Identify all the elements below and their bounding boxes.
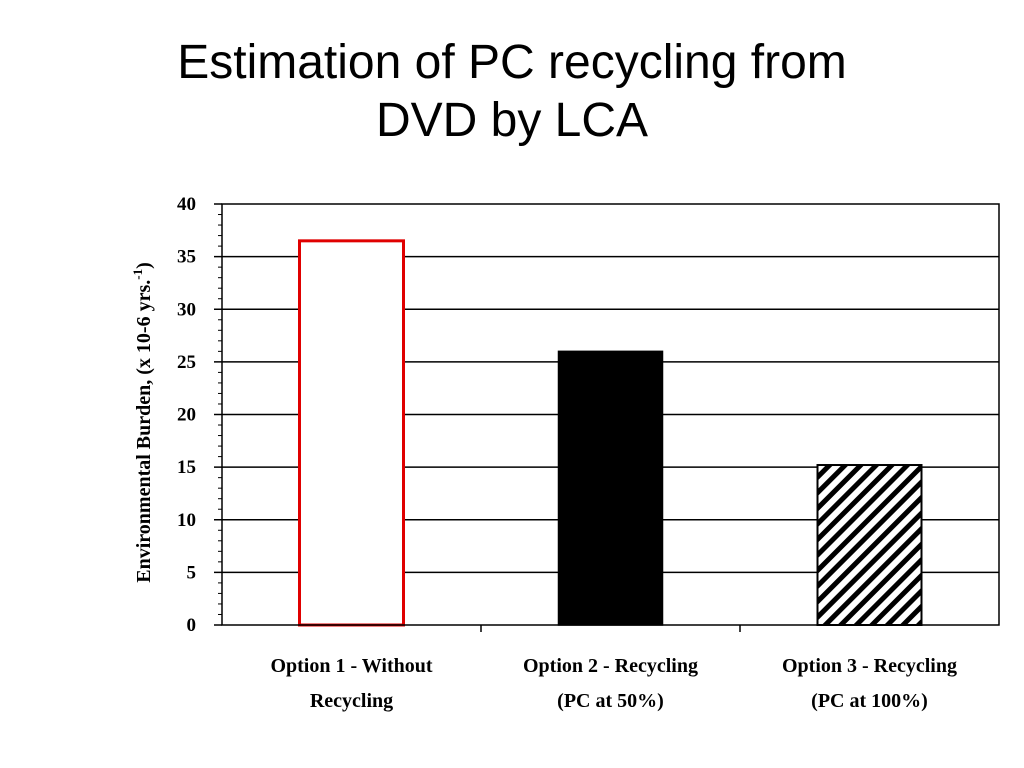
chart-title: Estimation of PC recycling from DVD by L…: [0, 34, 1024, 150]
x-axis: Option 1 - Without Recycling Option 2 - Re…: [270, 625, 957, 712]
x-category-label: Recycling: [310, 690, 393, 712]
bar-2: [557, 350, 664, 626]
x-category-label: Option 2 - Recycling: [523, 655, 698, 677]
y-axis-label-superscript: -1: [130, 269, 145, 280]
y-tick-label: 30: [177, 299, 196, 320]
x-category-label: (PC at 50%): [557, 690, 664, 712]
bars: [298, 239, 923, 627]
y-axis-label-end: ): [133, 262, 155, 269]
x-category-label: (PC at 100%): [811, 690, 928, 712]
y-axis-label: Environmental Burden, (x 10-6 yrs.-1): [130, 262, 155, 583]
x-category-label: Option 3 - Recycling: [782, 655, 957, 677]
y-tick-label: 0: [187, 615, 197, 636]
x-category-label: Option 1 - Without: [270, 655, 432, 677]
title-line-2: DVD by LCA: [375, 94, 649, 147]
bar-1: [298, 239, 405, 627]
y-tick-label: 40: [177, 194, 196, 215]
y-tick-label: 35: [177, 247, 196, 268]
y-tick-label: 10: [177, 510, 196, 531]
y-tick-label: 25: [177, 352, 196, 373]
y-axis: 0 5 10 15 20 25 30 35 40: [177, 194, 222, 636]
y-tick-label: 20: [177, 405, 196, 426]
y-tick-label: 5: [187, 562, 197, 583]
title-line-1: Estimation of PC recycling from: [177, 36, 847, 89]
bar-3: [816, 464, 923, 626]
y-axis-label-main: Environmental Burden, (x 10-6 yrs.: [133, 280, 155, 583]
y-tick-label: 15: [177, 457, 196, 478]
